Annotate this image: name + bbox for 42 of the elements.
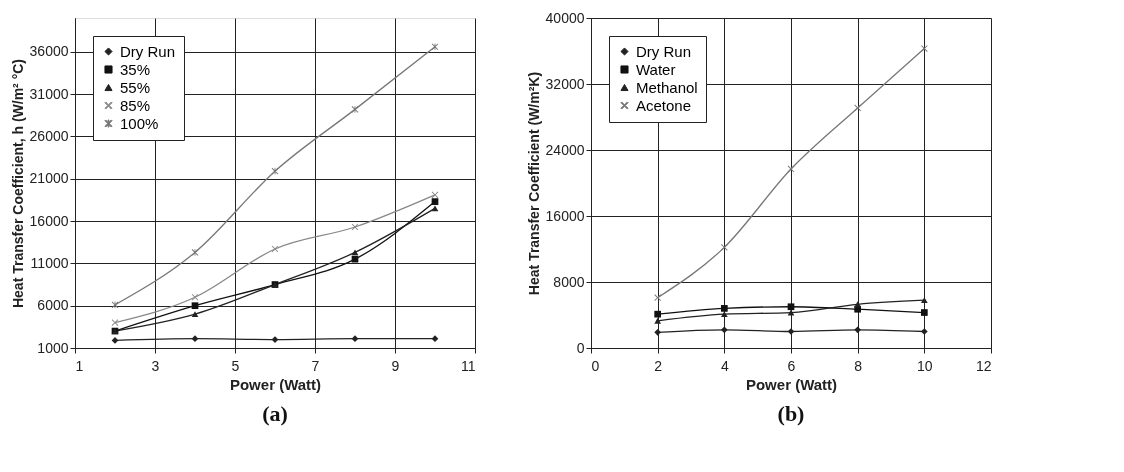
y-tick-label: 1000 xyxy=(37,339,69,356)
y-tick-label: 40000 xyxy=(545,9,585,26)
legend-label: Dry Run xyxy=(636,42,692,60)
x-tick-label: 9 xyxy=(391,357,400,374)
legend-label: Water xyxy=(636,60,676,78)
x-tick-label: 7 xyxy=(311,357,320,374)
legend-label: Acetone xyxy=(636,96,692,114)
y-tick-label: 26000 xyxy=(29,127,69,144)
legend-label: 100% xyxy=(120,114,159,132)
x-tick-label: 12 xyxy=(975,357,992,374)
x-tick-label: 0 xyxy=(591,357,600,374)
y-tick-label: 16000 xyxy=(29,212,69,229)
y-tick-label: 21000 xyxy=(29,170,69,187)
y-tick-label: 16000 xyxy=(545,207,585,224)
y-tick-label: 32000 xyxy=(545,75,585,92)
x-tick-label: 8 xyxy=(854,357,863,374)
text: (b) xyxy=(777,401,805,426)
y-tick-label: 31000 xyxy=(29,85,69,102)
x-tick-label: 10 xyxy=(917,357,933,374)
x-tick-label: 5 xyxy=(231,357,240,374)
legend-label: Dry Run xyxy=(120,42,176,60)
y-tick-label: 36000 xyxy=(29,43,69,60)
legend-label: 85% xyxy=(120,96,151,114)
x-tick-label: 4 xyxy=(720,357,729,374)
y-tick-label: 8000 xyxy=(553,273,585,290)
x-tick-label: 1 xyxy=(75,357,84,374)
legend-label: 55% xyxy=(120,78,151,96)
legend-label: 35% xyxy=(120,60,151,78)
y-tick-label: 0 xyxy=(576,339,585,356)
x-tick-label: 3 xyxy=(151,357,160,374)
y-axis-title: Heat Transfer Coefficient (W/m²K) xyxy=(525,71,542,296)
x-tick-label: 2 xyxy=(654,357,663,374)
legend-label: Methanol xyxy=(636,78,698,96)
x-tick-label: 11 xyxy=(460,357,476,374)
text: (a) xyxy=(262,401,288,426)
x-axis-title: Power (Watt) xyxy=(229,375,322,393)
x-tick-label: 6 xyxy=(787,357,796,374)
y-tick-label: 6000 xyxy=(37,297,69,314)
y-axis-title: Heat Transfer Coefficient, h (W/m² °C) xyxy=(9,58,26,309)
y-tick-label: 11000 xyxy=(30,254,69,271)
x-axis-title: Power (Watt) xyxy=(745,375,838,393)
y-tick-label: 24000 xyxy=(545,141,585,158)
